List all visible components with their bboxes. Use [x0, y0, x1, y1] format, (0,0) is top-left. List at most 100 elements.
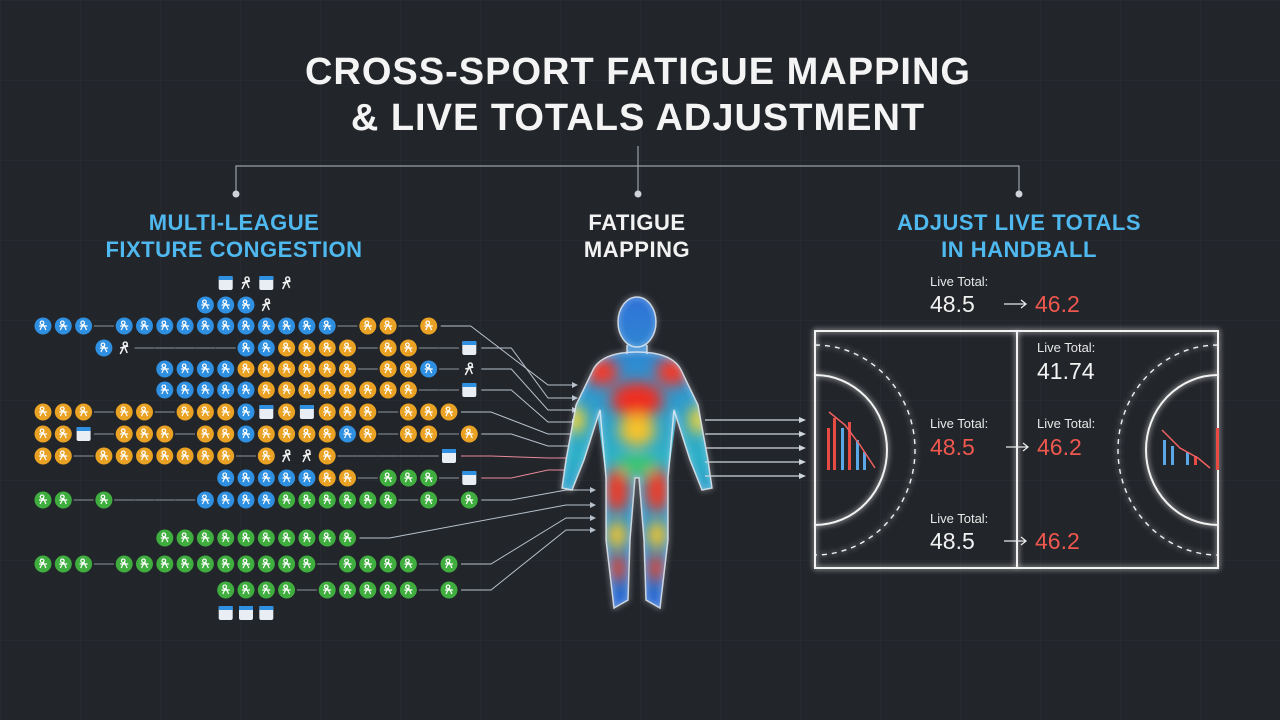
fixture-glyph — [242, 584, 250, 595]
calendar-top — [442, 449, 456, 453]
fixture-glyph — [343, 558, 352, 569]
live-total-from: 48.5 — [930, 291, 975, 317]
fixture-glyph — [181, 320, 190, 331]
player-icon — [281, 276, 291, 290]
fixture-glyph — [424, 494, 433, 505]
fixture-glyph — [363, 558, 372, 569]
fixture-glyph — [221, 532, 230, 543]
fixture-glyph — [343, 406, 352, 417]
fixture-glyph — [221, 428, 230, 439]
fixture-arrow — [461, 455, 572, 459]
fixture-glyph — [302, 363, 311, 374]
fixture-glyph — [242, 472, 250, 483]
fixture-glyph — [201, 450, 210, 461]
fixture-glyph — [363, 384, 372, 395]
fixture-glyph — [201, 558, 210, 569]
fixture-glyph — [302, 428, 311, 439]
fixture-glyph — [221, 320, 230, 331]
calendar-top — [76, 427, 91, 431]
fixture-glyph — [242, 494, 250, 505]
fixture-glyph — [323, 494, 332, 505]
fixture-glyph — [384, 320, 393, 331]
fixture-glyph — [160, 558, 169, 569]
live-total-value: 41.74 — [1037, 358, 1095, 384]
fixture-glyph — [242, 384, 250, 395]
fixture-glyph — [424, 320, 433, 331]
fixture-glyph — [99, 342, 108, 353]
fixture-glyph — [242, 558, 250, 569]
fixture-glyph — [59, 450, 68, 461]
fixture-glyph — [445, 558, 453, 569]
fixture-glyph — [302, 558, 311, 569]
fixture-glyph — [242, 299, 250, 310]
live-total-label: Live Total: — [930, 511, 988, 526]
fixture-glyph — [282, 494, 291, 505]
calendar-top — [462, 471, 477, 475]
fixture-glyph — [79, 320, 88, 331]
live-total-label: Live Total: — [930, 274, 988, 289]
fixture-glyph — [39, 558, 47, 569]
live-total-to: 46.2 — [1035, 291, 1080, 317]
connector-dots — [232, 190, 1023, 198]
fixture-glyph — [221, 363, 230, 374]
fixture-glyph — [323, 584, 332, 595]
fixture-glyph — [282, 558, 291, 569]
fixture-icons — [34, 276, 478, 620]
fixture-glyph — [323, 320, 332, 331]
fixture-glyph — [262, 363, 271, 374]
calendar-top — [218, 276, 233, 280]
fixture-glyph — [404, 428, 413, 439]
calendar-top — [299, 405, 314, 409]
fixture-arrow — [481, 368, 572, 411]
mini-charts — [827, 411, 1219, 470]
fixture-glyph — [302, 494, 311, 505]
fixture-glyph — [160, 532, 169, 543]
fixture-glyph — [363, 584, 372, 595]
fixture-glyph — [343, 472, 352, 483]
fixture-glyph — [39, 320, 47, 331]
fixture-glyph — [343, 428, 352, 439]
fixture-glyph — [59, 428, 68, 439]
fixture-glyph — [262, 584, 271, 595]
fixture-glyph — [160, 428, 169, 439]
fixture-glyph — [262, 558, 271, 569]
fixture-glyph — [302, 384, 311, 395]
fixture-glyph — [445, 406, 453, 417]
fixture-glyph — [404, 363, 413, 374]
fixture-glyph — [39, 450, 47, 461]
fixture-glyph — [262, 342, 271, 353]
fixture-glyph — [221, 558, 230, 569]
fixture-glyph — [343, 494, 352, 505]
fixture-glyph — [282, 320, 291, 331]
fixture-arrow — [359, 504, 590, 539]
fixture-glyph — [242, 406, 250, 417]
fixture-arrow — [481, 347, 572, 399]
fixture-glyph — [242, 363, 250, 374]
body-to-court-arrows — [705, 419, 802, 477]
live-total-from: 48.5 — [930, 434, 975, 460]
fixture-glyph — [282, 363, 291, 374]
fixture-glyph — [384, 384, 393, 395]
fixture-arrowhead — [572, 382, 578, 388]
fixture-glyph — [221, 494, 230, 505]
fixture-glyph — [39, 406, 47, 417]
fixture-glyph — [424, 428, 433, 439]
fixture-glyph — [323, 472, 332, 483]
fixture-glyph — [343, 363, 352, 374]
handball-court — [814, 330, 1219, 569]
fixture-glyph — [221, 584, 230, 595]
fixture-glyph — [424, 472, 433, 483]
fixture-glyph — [160, 363, 169, 374]
fixture-glyph — [262, 472, 271, 483]
fixture-arrowhead — [590, 502, 596, 508]
fixture-glyph — [282, 342, 291, 353]
fixture-glyph — [384, 558, 393, 569]
section-title: MAPPING — [584, 237, 690, 262]
fixture-glyph — [465, 428, 474, 439]
fixture-glyph — [363, 494, 372, 505]
fixture-glyph — [404, 406, 413, 417]
fixture-glyph — [343, 584, 352, 595]
change-arrows — [1004, 299, 1030, 546]
fixture-glyph — [343, 384, 352, 395]
